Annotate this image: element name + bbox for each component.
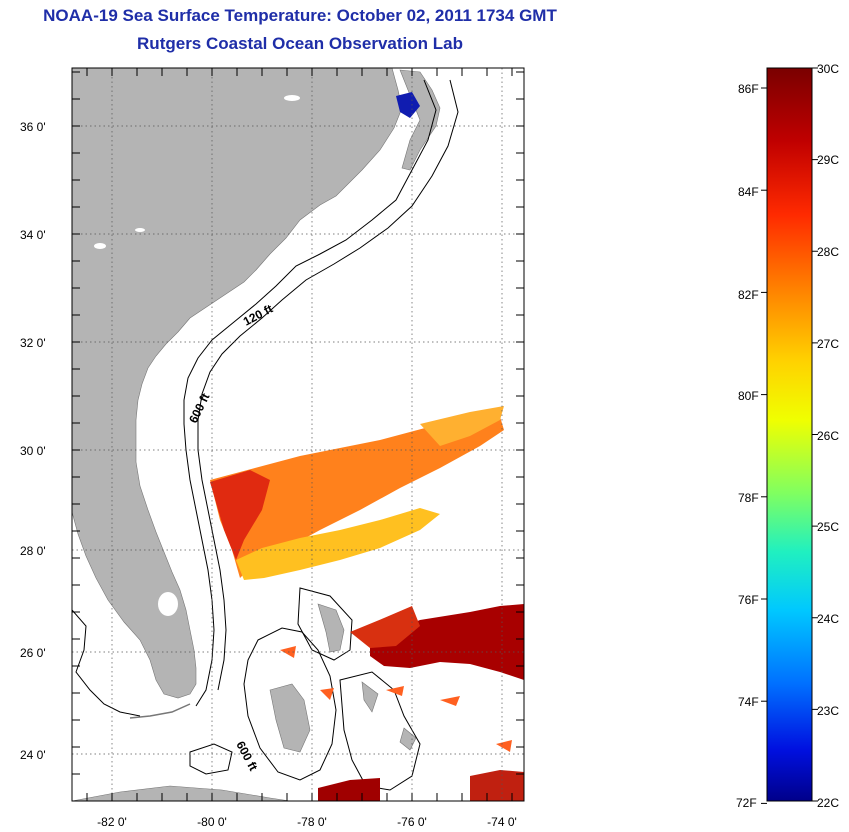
colorbar-label-celsius: 28C [817,245,840,259]
colorbar-label-fahrenheit: 78F [738,491,759,505]
lon-label: -80 0' [197,815,227,829]
colorbar-label-celsius: 30C [817,62,840,76]
lake [94,243,106,249]
lat-label: 28 0' [20,544,46,558]
lat-label: 36 0' [20,120,46,134]
lon-label: -74 0' [487,815,517,829]
lon-label: -78 0' [297,815,327,829]
contour-florida-west [72,609,141,717]
lat-label: 34 0' [20,228,46,242]
lat-label: 32 0' [20,336,46,350]
colorbar-label-celsius: 25C [817,520,840,534]
map-subtitle: Rutgers Coastal Ocean Observation Lab [137,34,463,53]
sst-patch-se [470,770,524,801]
colorbar-label-celsius: 29C [817,153,840,167]
lat-label: 24 0' [20,748,46,762]
sst-patch-south [318,778,380,801]
lat-label: 26 0' [20,646,46,660]
axis-ticks [72,68,524,801]
colorbar-ticks [761,67,818,804]
colorbar-label-fahrenheit: 84F [738,185,759,199]
lake [135,228,145,232]
colorbar-label-celsius: 23C [817,704,840,718]
graticule [72,68,524,801]
colorbar-label-fahrenheit: 76F [738,593,759,607]
colorbar-label-celsius: 27C [817,337,840,351]
contour-cay-sal [189,743,233,775]
colorbar-label-celsius: 22C [817,796,840,810]
lon-label: -82 0' [97,815,127,829]
sst-swath-yellow [236,508,440,580]
land-cuba [72,785,291,801]
sst-patch-orange [350,606,420,648]
contour-bahamas [243,627,337,781]
sst-patch-nc-cold [396,92,420,118]
map-title: NOAA-19 Sea Surface Temperature: October… [43,6,557,25]
colorbar-label-fahrenheit: 72F [736,796,757,810]
colorbar-label-celsius: 24C [817,612,840,626]
land-florida-keys [129,703,191,719]
colorbar-label-fahrenheit: 82F [738,288,759,302]
sst-swath-north [420,406,504,446]
map-border [71,67,525,802]
lat-label: 30 0' [20,444,46,458]
lon-label: -76 0' [397,815,427,829]
contour-120ft [183,79,437,707]
sst-swath-warm [210,470,270,560]
lake-okeechobee [158,592,178,616]
sst-patch-east [370,604,524,680]
land-bahamas-eleuthera [361,681,379,713]
colorbar [766,67,813,802]
sst-swath-main [210,410,504,578]
colorbar-label-fahrenheit: 74F [738,695,759,709]
colorbar-label-fahrenheit: 80F [738,389,759,403]
lake [284,95,300,101]
land-us-coast [72,68,403,699]
colorbar-label-celsius: 26C [817,429,840,443]
land-bahamas-abaco [317,603,345,653]
land-bahamas-andros [269,683,311,753]
contour-600ft [197,79,459,691]
colorbar-label-fahrenheit: 86F [738,82,759,96]
contour-bahamas-2 [297,587,353,661]
